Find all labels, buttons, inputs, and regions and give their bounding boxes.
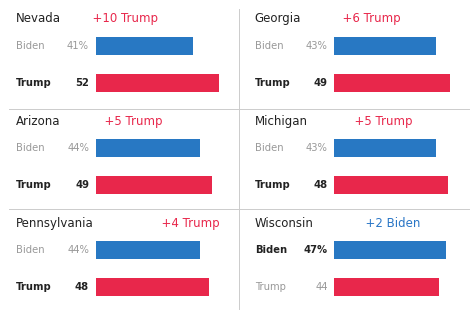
Text: +10 Trump: +10 Trump	[85, 12, 158, 25]
Text: Wisconsin: Wisconsin	[255, 217, 314, 230]
Text: 41%: 41%	[67, 41, 89, 51]
Text: Biden: Biden	[16, 143, 45, 153]
Bar	[335, 37, 436, 55]
Text: Biden: Biden	[255, 41, 283, 51]
Bar	[335, 242, 446, 260]
Text: Biden: Biden	[16, 245, 45, 255]
Bar	[96, 74, 219, 92]
Text: Biden: Biden	[255, 143, 283, 153]
Text: Nevada: Nevada	[16, 12, 61, 25]
Text: 44%: 44%	[67, 245, 89, 255]
Bar	[96, 278, 210, 296]
Text: Trump: Trump	[255, 180, 291, 190]
Text: Michigan: Michigan	[255, 115, 308, 128]
Text: Trump: Trump	[16, 180, 52, 190]
Text: +4 Trump: +4 Trump	[154, 217, 219, 230]
Bar	[335, 176, 448, 194]
Text: +2 Biden: +2 Biden	[358, 217, 420, 230]
Text: +5 Trump: +5 Trump	[347, 115, 412, 128]
Text: 44: 44	[315, 282, 328, 292]
Bar	[335, 278, 438, 296]
Text: 43%: 43%	[306, 41, 328, 51]
Text: Trump: Trump	[16, 282, 52, 292]
Text: 52: 52	[75, 78, 89, 88]
Bar	[96, 37, 193, 55]
Bar	[335, 74, 450, 92]
Text: Pennsylvania: Pennsylvania	[16, 217, 94, 230]
Text: +6 Trump: +6 Trump	[335, 12, 401, 25]
Text: +5 Trump: +5 Trump	[97, 115, 162, 128]
Text: 48: 48	[75, 282, 89, 292]
Text: Trump: Trump	[255, 282, 286, 292]
Text: 47%: 47%	[304, 245, 328, 255]
Text: Trump: Trump	[16, 78, 52, 88]
Text: 49: 49	[314, 78, 328, 88]
Text: Trump: Trump	[255, 78, 291, 88]
Text: 49: 49	[75, 180, 89, 190]
Text: 48: 48	[314, 180, 328, 190]
Text: 44%: 44%	[67, 143, 89, 153]
Text: Biden: Biden	[255, 245, 287, 255]
Text: Biden: Biden	[16, 41, 45, 51]
Bar	[96, 242, 200, 260]
Bar	[96, 139, 200, 157]
Text: Arizona: Arizona	[16, 115, 61, 128]
Text: Georgia: Georgia	[255, 12, 301, 25]
Text: 43%: 43%	[306, 143, 328, 153]
Bar	[335, 139, 436, 157]
Bar	[96, 176, 212, 194]
